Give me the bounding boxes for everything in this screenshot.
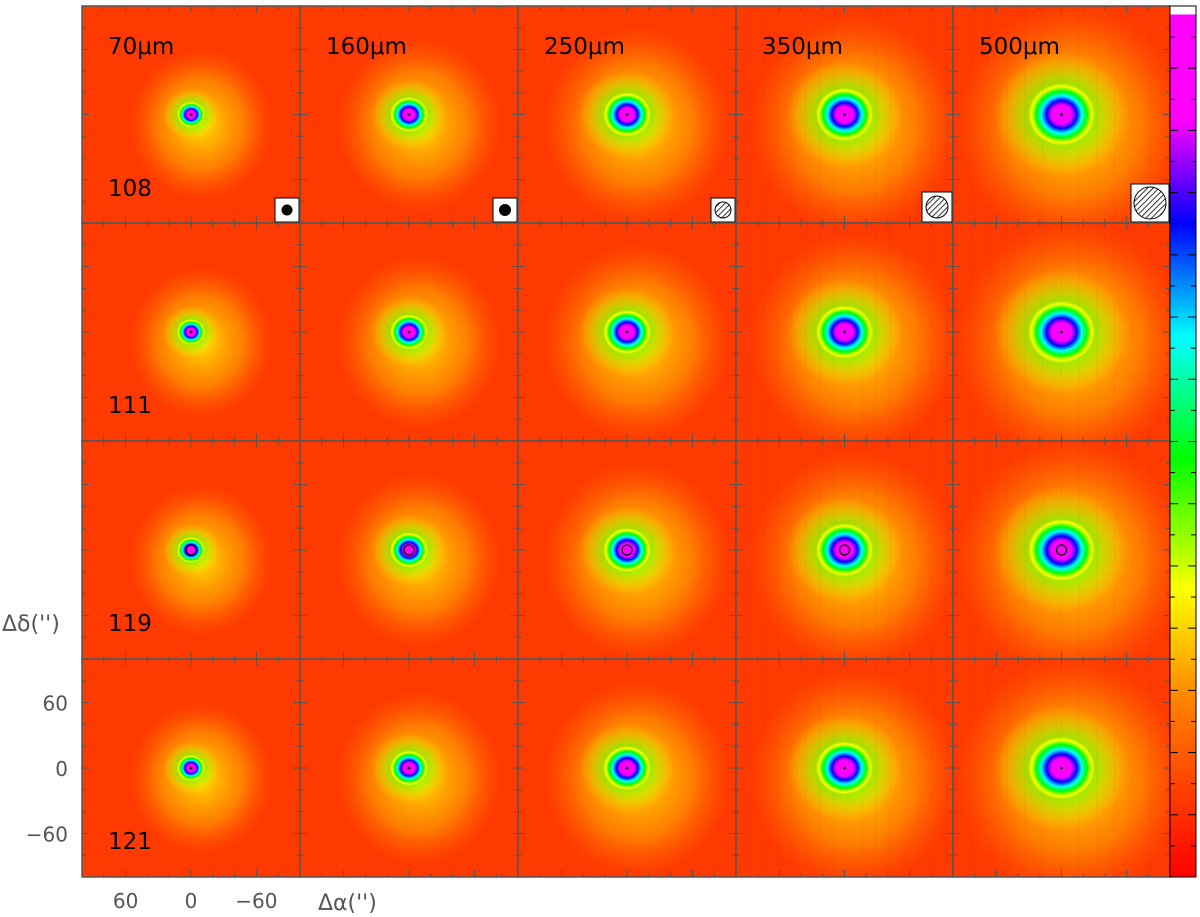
- map-panel-111-1: [299, 222, 519, 442]
- y-tick-label: 60: [43, 692, 68, 716]
- source-marker: [838, 544, 851, 556]
- beam-icon: [714, 201, 732, 219]
- map-panel-121-2: [517, 658, 737, 878]
- map-panel-119-3: [735, 440, 954, 660]
- source-marker: [1060, 330, 1063, 334]
- source-id: 119: [108, 611, 152, 637]
- x-tick-label: 60: [113, 889, 138, 913]
- map-panel-121-3: [735, 658, 954, 878]
- map-panel-111-4: [952, 222, 1171, 442]
- source-marker: [1055, 544, 1068, 556]
- wavelength-label: 350μm: [762, 34, 843, 60]
- map-panel-119-2: [517, 440, 737, 660]
- source-marker: [1060, 766, 1063, 770]
- map-panel-119-4: [952, 440, 1171, 660]
- map-panel-121-4: [952, 658, 1171, 878]
- source-id: 121: [108, 829, 152, 855]
- source-marker: [407, 113, 411, 116]
- beam-icon: [499, 204, 511, 216]
- source-marker: [625, 113, 629, 116]
- source-marker: [1060, 113, 1063, 116]
- wavelength-label: 250μm: [544, 34, 625, 60]
- map-panel-121-0: [81, 658, 301, 878]
- source-marker: [189, 330, 193, 334]
- x-axis-label: Δα(''): [318, 891, 377, 916]
- beam-icon: [281, 204, 293, 216]
- map-panel-108-0: [81, 5, 301, 224]
- map-panel-108-3: [735, 5, 954, 224]
- source-marker: [621, 544, 633, 556]
- source-marker: [185, 544, 197, 556]
- wavelength-label: 70μm: [108, 34, 174, 60]
- wavelength-label: 500μm: [979, 34, 1060, 60]
- beam-icon: [925, 195, 949, 219]
- source-marker: [843, 766, 846, 770]
- map-panel-111-0: [81, 222, 301, 442]
- source-marker: [189, 766, 193, 770]
- source-marker: [843, 330, 846, 334]
- source-marker: [625, 330, 629, 334]
- source-marker: [625, 766, 629, 770]
- source-marker: [407, 330, 411, 334]
- map-panel-119-1: [299, 440, 519, 660]
- map-panel-108-4: [952, 5, 1171, 224]
- map-panel-108-1: [299, 5, 519, 224]
- beam-icon: [1133, 186, 1167, 220]
- y-axis-label: Δδ(''): [2, 612, 60, 637]
- source-marker: [403, 544, 415, 556]
- map-panel-119-0: [81, 440, 301, 660]
- y-tick-label: −60: [26, 822, 68, 846]
- wavelength-label: 160μm: [326, 34, 407, 60]
- y-tick-label: 0: [55, 757, 68, 781]
- map-panel-111-3: [735, 222, 954, 442]
- source-marker: [843, 113, 846, 116]
- source-marker: [189, 113, 193, 116]
- source-id: 111: [108, 393, 152, 419]
- map-panel-121-1: [299, 658, 519, 878]
- source-marker: [407, 766, 411, 770]
- source-id: 108: [108, 176, 152, 202]
- map-panel-111-2: [517, 222, 737, 442]
- x-tick-label: 0: [185, 889, 198, 913]
- x-tick-label: −60: [235, 889, 277, 913]
